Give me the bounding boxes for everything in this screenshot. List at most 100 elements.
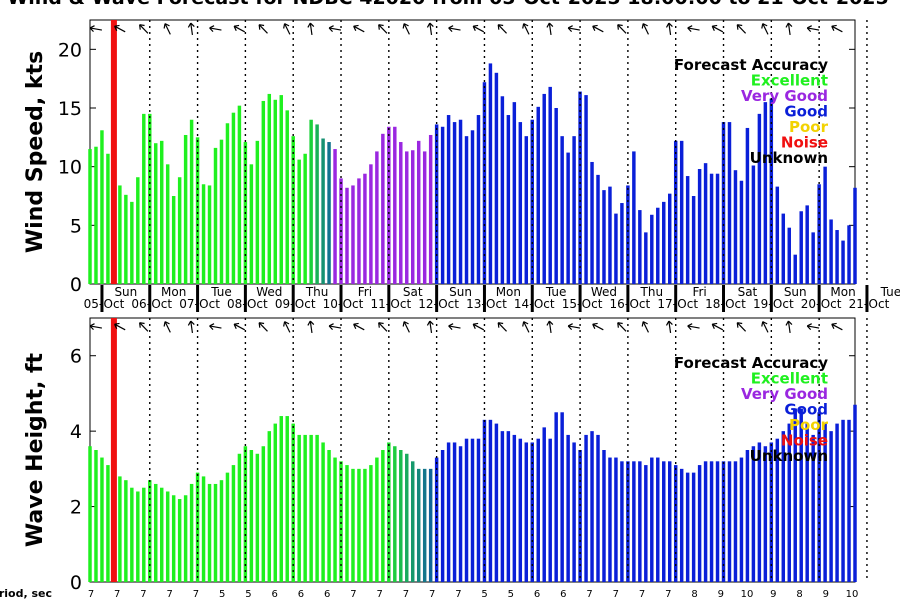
wave-direction-arrow [831,322,843,331]
wave-bar [255,453,260,582]
wind-bar [434,124,439,284]
wave-bar [847,419,851,582]
wave-bar [231,465,236,582]
wind-bar [225,123,230,285]
wind-bar [644,232,648,284]
wind-day-label: Fri [358,285,372,299]
wave-legend-entry: Very Good [741,385,828,403]
wind-bar [739,180,744,284]
period-value: 5 [481,589,487,600]
wave-legend-title: Forecast Accuracy [674,354,828,372]
wave-bar [620,461,624,582]
period-value: 10 [741,589,754,600]
wind-bar [416,140,421,284]
period-value: 7 [88,589,94,600]
wind-bar [853,187,857,284]
wave-bar [494,423,499,582]
period-row: Period, sec 7 7 7 7 7 5 5 6 6 6 7 7 7 7 7 5 5 6 6 7 7 7 7 8 9 10 9 8… [0,587,858,600]
wave-bar [721,461,726,582]
wind-bar [620,203,624,284]
wave-bar [345,465,349,582]
wave-bar [393,446,397,582]
period-value: 9 [770,589,776,600]
wind-bar [255,140,260,284]
wind-bar [165,164,170,284]
wave-bar [177,499,182,582]
wind-bar [381,133,385,284]
wind-day-label: Sat [738,285,758,299]
wind-ytick-label: 10 [58,157,82,179]
period-value: 7 [429,589,435,600]
wind-bar [596,174,600,284]
wave-direction-arrow [139,322,149,332]
wind-bar [823,166,827,284]
wind-bar [333,149,337,284]
wind-legend-entry: Very Good [741,87,828,105]
wind-bar [727,122,732,284]
wind-bar [733,170,738,284]
wind-day-label: Fri [692,285,706,299]
wave-bar [381,450,385,582]
wave-ytick-label: 2 [70,497,82,519]
wind-bar [357,178,361,284]
wind-bar [679,140,684,284]
wind-bar [518,122,523,284]
wind-bar [452,122,457,284]
wave-direction-arrow [89,323,102,331]
wave-bar [279,416,283,582]
wind-ytick-label: 20 [58,39,82,61]
wind-legend-entry: Poor [789,118,829,136]
wave-bar [524,442,529,582]
wave-bar [632,461,636,582]
wave-bar [411,461,415,582]
wind-bar [261,100,266,285]
wave-bar [530,442,534,582]
wind-now-marker [110,20,117,284]
wind-bar [351,185,355,284]
wave-bar [817,412,821,582]
wind-direction-arrow [785,22,793,36]
wind-bar [130,201,134,284]
wind-bar [566,152,570,284]
wind-direction-arrow [522,23,530,35]
wave-bar [536,438,540,582]
wave-bar [267,431,272,582]
wind-day-label: Tue [880,285,900,299]
wave-direction-arrow [785,320,793,334]
wind-direction-arrow [307,22,315,36]
wind-bar [494,72,499,284]
period-value: 9 [823,589,829,600]
wind-bar [369,164,373,284]
wind-bar [88,149,92,284]
wind-bar [309,119,313,284]
wave-bar [405,453,409,582]
wind-bar [249,164,254,284]
wave-bar [422,468,427,582]
wave-bar [608,457,612,582]
wave-bar [787,423,791,582]
wind-bar [608,186,612,284]
wind-direction-arrow [448,25,461,33]
wind-direction-arrow [711,24,724,33]
wave-direction-arrow [665,320,673,334]
wind-legend-entry: Excellent [751,72,828,90]
wind-bar [189,119,194,284]
wind-bar [775,186,780,284]
wind-day-label: Sun [114,285,137,299]
wind-bar [327,142,331,284]
wind-bar [470,130,475,284]
wave-bar [303,434,307,582]
wave-bar [106,465,110,582]
wind-bar [159,140,164,284]
wave-bar [387,442,391,582]
wave-direction-arrow [233,322,245,331]
wind-bar [94,146,98,284]
wind-direction-arrow [283,23,291,35]
wave-direction-arrow [567,323,581,331]
wind-bar [375,151,379,284]
wave-direction-arrow [806,323,820,331]
wave-bar [811,434,815,582]
wave-bar [440,450,445,582]
